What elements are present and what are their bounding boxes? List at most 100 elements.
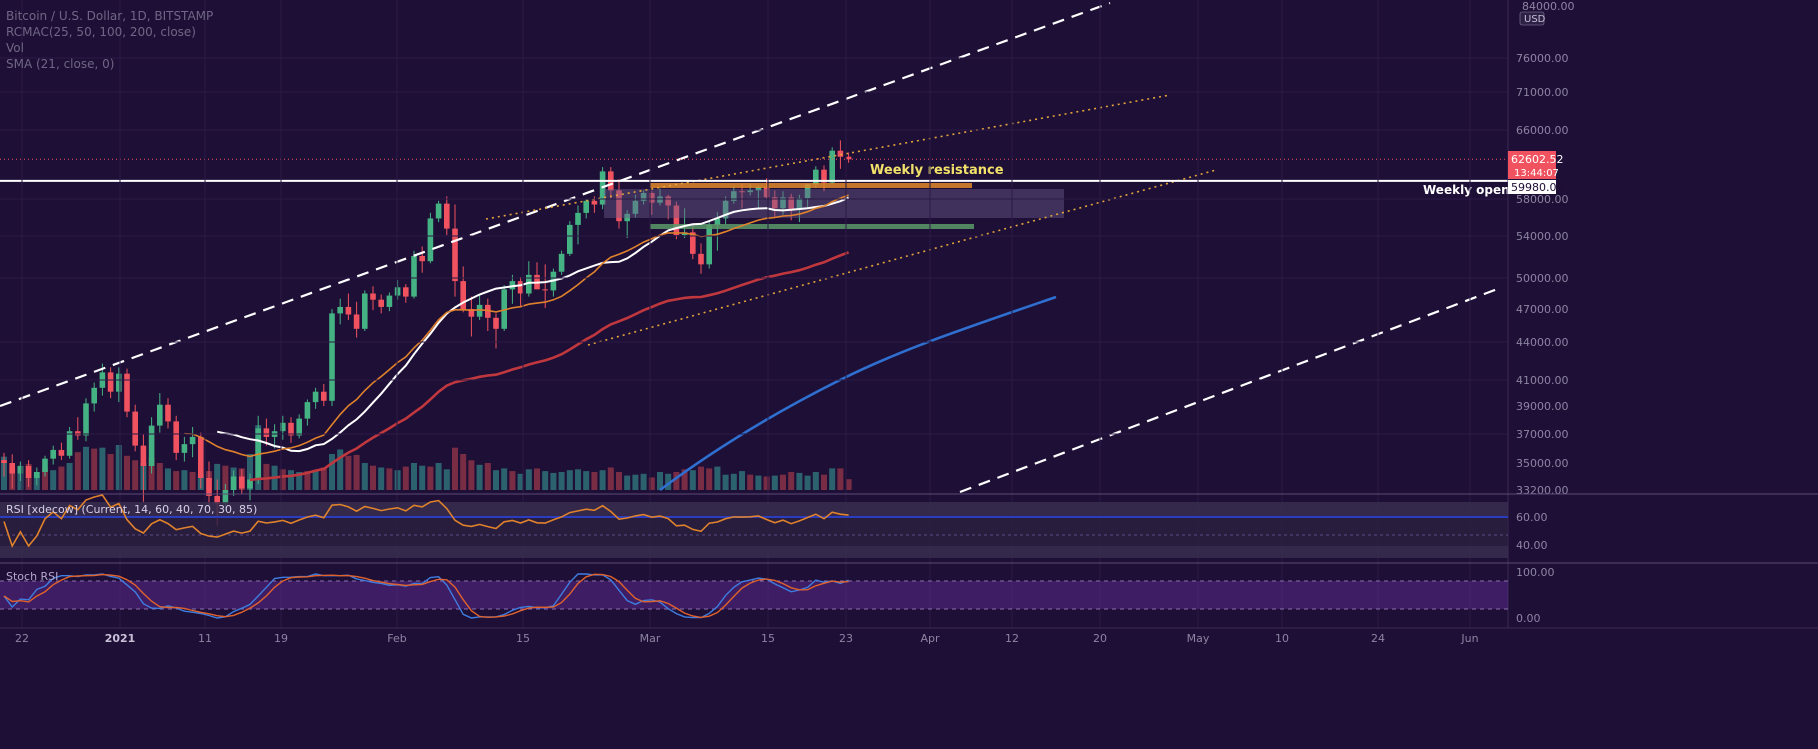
volume-bar [648,477,655,490]
candle [476,294,483,320]
stoch-label: Stoch RSI [6,570,58,583]
rsi-lower-band [0,546,1508,558]
price-tick: 58000.00 [1516,193,1569,206]
candle [550,268,557,297]
time-tick: 22 [15,632,29,645]
volume-bar [821,474,827,490]
currency-label: USD [1524,14,1546,25]
candle-body [591,200,598,205]
candle-body [460,281,466,309]
volume-bar [58,466,65,490]
time-tick: 15 [516,632,530,645]
time-tick: 12 [1005,632,1019,645]
currency-badge [1519,11,1545,26]
candle [485,298,491,331]
price-axis-bg [1508,0,1818,628]
candle [296,414,302,439]
stoch-pane: Stoch RSI 100.00 0.00 [0,562,1818,625]
volume-bar [624,475,631,490]
candle-body [837,150,844,157]
candle [452,204,458,297]
candle [140,434,147,502]
candle-body [755,186,762,191]
candle-body [706,224,712,265]
candle-body [9,463,15,474]
candle [583,199,589,219]
candle [132,404,138,452]
candle [304,399,311,426]
candle [427,212,434,264]
candle-body [66,431,73,456]
candle-body [780,197,786,209]
rsi-tick: 40.00 [1516,539,1548,552]
candle-body [657,196,663,203]
candle-body [821,169,827,183]
volume-bar [279,469,286,490]
time-tick: Jun [1460,632,1478,645]
candle [575,205,581,245]
volume-bar [345,455,352,490]
volume-bar [115,445,122,490]
volume-bar [460,454,467,490]
ema-50-line [249,251,850,482]
volume-bar [837,468,844,490]
time-tick: 19 [274,632,288,645]
price-tick: 44000.00 [1516,336,1569,349]
candle-body [50,449,56,459]
candle-body [542,289,548,291]
candle [165,398,171,429]
rsi-tick: 60.00 [1516,511,1548,524]
volume-bar [263,463,270,490]
candle-body [329,313,335,401]
volume-bar [402,466,409,490]
candle-body [698,253,704,265]
overlays: Weekly resistance Weekly open [0,1,1510,494]
candle [198,432,204,489]
candle-body [517,281,524,294]
candle [558,250,565,275]
volume-bar [616,472,622,490]
candle [632,194,639,218]
volume-bar [550,472,557,490]
candle-body [165,404,171,422]
volume-bar [304,471,311,490]
candle-body [485,304,491,318]
candle-body [722,200,729,219]
candle-body [690,232,696,254]
ema-25-line [184,194,849,458]
candle [386,292,393,312]
rsi-upper-band [0,502,1508,517]
candle [845,152,852,163]
candle-body [813,169,819,185]
candle-body [731,191,737,201]
support-zone [650,224,974,229]
candle-body [189,436,196,445]
candle [148,417,155,474]
candle [83,398,89,442]
candle-body [148,425,155,466]
price-tick: 71000.00 [1516,86,1569,99]
time-tick: Apr [920,632,940,645]
candle-body [353,314,360,329]
weekly-resistance-label: Weekly resistance [870,163,1004,178]
candle [649,191,655,215]
weekly-open-label: Weekly open [1423,183,1510,197]
volume-bar [337,449,344,490]
candle-body [772,197,778,209]
price-tick-top: 84000.00 [1522,0,1575,13]
candle-body [247,479,253,489]
candle [378,294,384,314]
volume-bar [370,465,376,490]
volume-bar [796,472,803,490]
volume-bar [83,446,89,490]
candle [239,469,245,495]
candle [9,454,15,489]
last-price-badge [1508,151,1556,179]
candle-body [739,191,745,193]
chart-legend: Bitcoin / U.S. Dollar, 1D, BITSTAMP RCMA… [6,8,213,72]
candle-body [575,212,581,225]
volume-bar [156,463,163,490]
volume-bar [755,475,762,490]
